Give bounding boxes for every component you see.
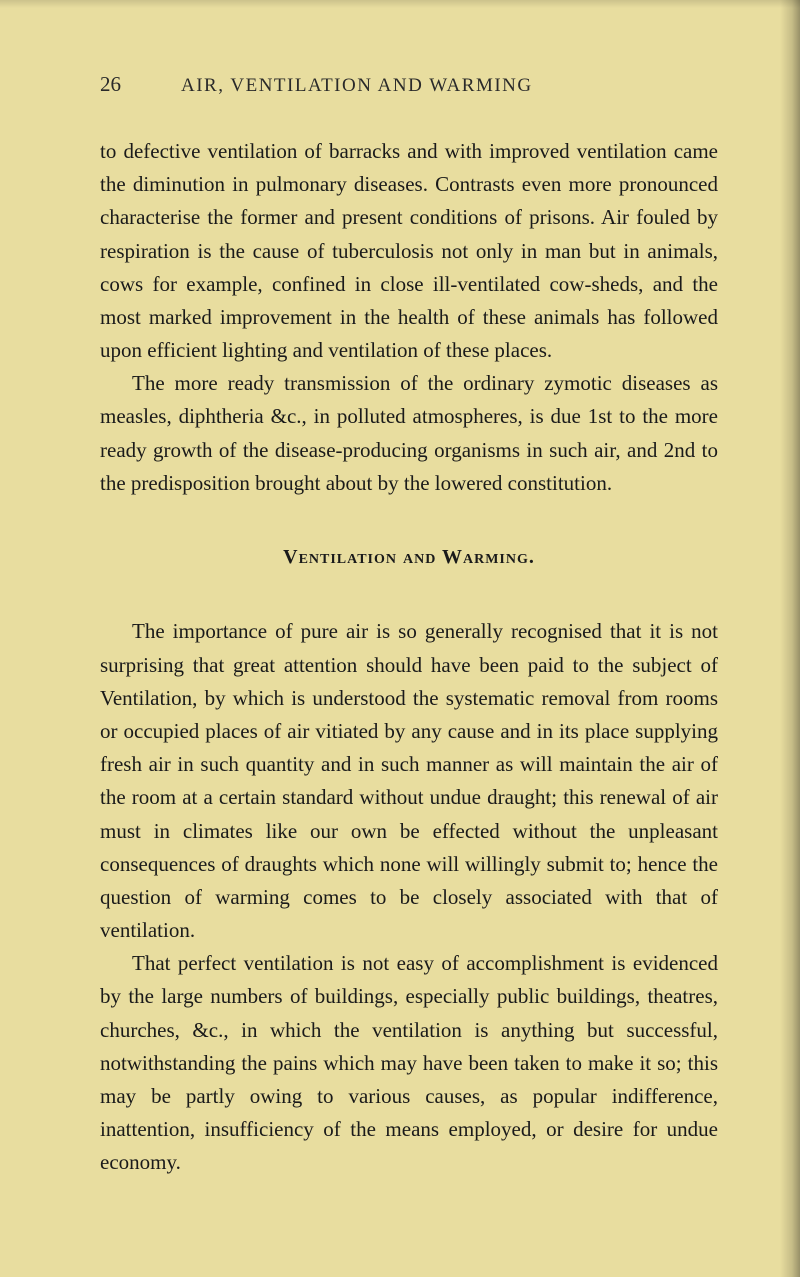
running-title: AIR, VENTILATION AND WARMING <box>181 75 533 97</box>
top-shadow <box>0 0 800 8</box>
paragraph-3: The importance of pure air is so general… <box>100 615 718 947</box>
paragraph-2: The more ready transmission of the ordin… <box>100 367 718 500</box>
page-body: to defective ventilation of barracks and… <box>100 135 718 1179</box>
book-page: 26 AIR, VENTILATION AND WARMING to defec… <box>0 0 800 1277</box>
paragraph-1: to defective ventilation of barracks and… <box>100 135 718 367</box>
right-shadow <box>780 0 800 1277</box>
paragraph-4: That perfect ventilation is not easy of … <box>100 947 718 1179</box>
section-heading: Ventilation and Warming. <box>100 542 718 574</box>
page-number: 26 <box>100 72 121 97</box>
page-header: 26 AIR, VENTILATION AND WARMING <box>100 72 718 97</box>
